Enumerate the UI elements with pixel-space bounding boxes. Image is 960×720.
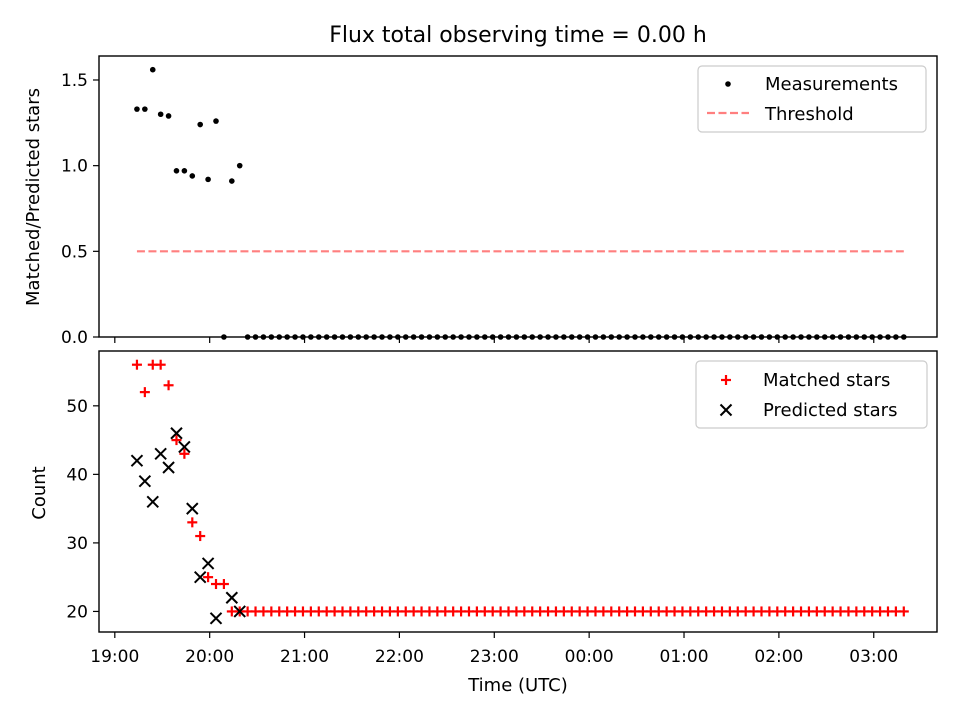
predicted-stars-point: [193, 570, 207, 584]
matched-stars-point: [187, 517, 198, 528]
bottom-ytick-label: 50: [66, 397, 88, 417]
predicted-stars-point: [146, 495, 159, 508]
predicted-stars-point-b: [233, 605, 246, 618]
predicted-stars-point-b: [162, 461, 175, 474]
predicted-stars-point: [233, 605, 246, 618]
bottom-xtick-label: 19:00: [90, 647, 139, 667]
predicted-stars-point-b: [154, 447, 167, 461]
predicted-stars-point-b: [130, 454, 144, 467]
predicted-stars-point: [201, 557, 215, 570]
bottom-y-ticks: 20 30 40 50: [66, 397, 99, 622]
legend-predicted-x-b: [719, 403, 733, 417]
matched-stars-point: [195, 531, 206, 542]
measurement-point: [165, 113, 172, 119]
bottom-xtick-label: 01:00: [660, 647, 709, 667]
predicted-stars-point: [209, 612, 223, 625]
predicted-stars-point: [178, 440, 191, 454]
bottom-xtick-label: 03:00: [849, 647, 898, 667]
top-axes-frame: [98, 55, 938, 338]
predicted-stars-point-b: [201, 557, 215, 570]
predicted-stars-point-b: [178, 440, 191, 454]
legend-threshold-label: Threshold: [764, 104, 854, 125]
matched-stars-point: [179, 448, 190, 459]
measurement-point: [197, 121, 203, 128]
top-ytick-label: 0.0: [61, 328, 88, 348]
top-ytick-label: 0.5: [61, 242, 88, 262]
matched-stars-point: [131, 359, 142, 370]
predicted-stars-point-b: [209, 612, 223, 625]
measurement-point: [149, 66, 156, 73]
top-legend-frame: [697, 65, 927, 133]
bottom-xtick-label: 00:00: [565, 647, 614, 667]
predicted-stars-point-b: [138, 475, 152, 488]
bottom-panel: 20 30 40 50 19:00 20:00 21:00 22:00 23:00 00:00 0…: [29, 350, 938, 696]
predicted-stars-point: [186, 502, 199, 515]
legend-measurements-marker: [725, 81, 731, 87]
predicted-stars-point-b: [225, 591, 239, 604]
predicted-stars-point-b: [193, 570, 207, 584]
predicted-stars-point: [170, 427, 183, 440]
measurement-point: [134, 106, 140, 112]
predicted-stars-point: [130, 454, 144, 467]
legend-predicted-marker: [719, 403, 733, 417]
bottom-xtick-label: 22:00: [375, 647, 424, 667]
top-y-ticks: 0.0 0.5 1.0 1.5: [61, 71, 99, 348]
bottom-plot-marks: [130, 359, 909, 625]
measurement-point: [205, 176, 211, 183]
top-y-axis-label: Matched/Predicted stars: [23, 88, 44, 306]
matched-stars-point: [171, 435, 182, 446]
legend-matched-plus: [721, 375, 731, 385]
measurement-point: [189, 173, 196, 179]
top-ytick-label: 1.5: [61, 71, 88, 91]
bottom-xtick-label: 23:00: [470, 647, 519, 667]
legend-matched-marker: [721, 375, 731, 385]
matched-stars-point: [218, 579, 229, 590]
measurement-point: [213, 118, 219, 124]
top-x-ticks: [114, 337, 875, 343]
matched-stars-point: [163, 380, 174, 391]
chart-title: Flux total observing time = 0.00 h: [329, 23, 707, 48]
top-ytick-label: 1.0: [61, 157, 88, 177]
matched-stars-point: [203, 572, 214, 583]
predicted-stars-point: [162, 461, 175, 474]
bottom-axes-frame: [98, 350, 938, 633]
predicted-stars-point: [138, 475, 152, 488]
matched-stars-point: [139, 387, 150, 398]
bottom-x-ticks: 19:00 20:00 21:00 22:00 23:00 00:00 01:00 02:00…: [90, 632, 898, 667]
bottom-legend: Matched stars Predicted stars: [695, 360, 928, 429]
bottom-ytick-label: 40: [66, 465, 88, 485]
bottom-y-axis-label: Count: [29, 466, 50, 519]
predicted-stars-point-b: [146, 495, 159, 508]
legend-predicted-label: Predicted stars: [763, 400, 897, 421]
bottom-x-axis-label: Time (UTC): [467, 675, 568, 696]
matched-stars-point: [155, 359, 166, 370]
top-panel: 0.0 0.5 1.0 1.5 Matched/Predicted stars Mea…: [23, 55, 938, 348]
legend-matched-label: Matched stars: [763, 370, 890, 391]
predicted-stars-point: [225, 591, 239, 604]
top-legend: Measurements Threshold: [697, 65, 927, 133]
predicted-stars-point-b: [186, 502, 199, 515]
legend-predicted-x: [719, 403, 733, 417]
bottom-ytick-label: 20: [66, 602, 88, 622]
predicted-stars-point-b: [170, 427, 183, 440]
predicted-stars-point: [154, 447, 167, 461]
measurement-point: [142, 106, 148, 112]
measurement-point: [173, 167, 180, 174]
bottom-xtick-label: 20:00: [185, 647, 234, 667]
bottom-xtick-label: 21:00: [280, 647, 329, 667]
bottom-ytick-label: 30: [66, 534, 88, 554]
measurement-point: [157, 111, 164, 118]
measurement-point: [229, 178, 235, 184]
matched-stars-point: [898, 606, 909, 617]
bottom-xtick-label: 02:00: [754, 647, 803, 667]
bottom-legend-frame: [695, 360, 928, 429]
measurement-point: [236, 162, 243, 169]
measurement-point: [181, 167, 188, 174]
legend-measurements-label: Measurements: [765, 74, 898, 95]
